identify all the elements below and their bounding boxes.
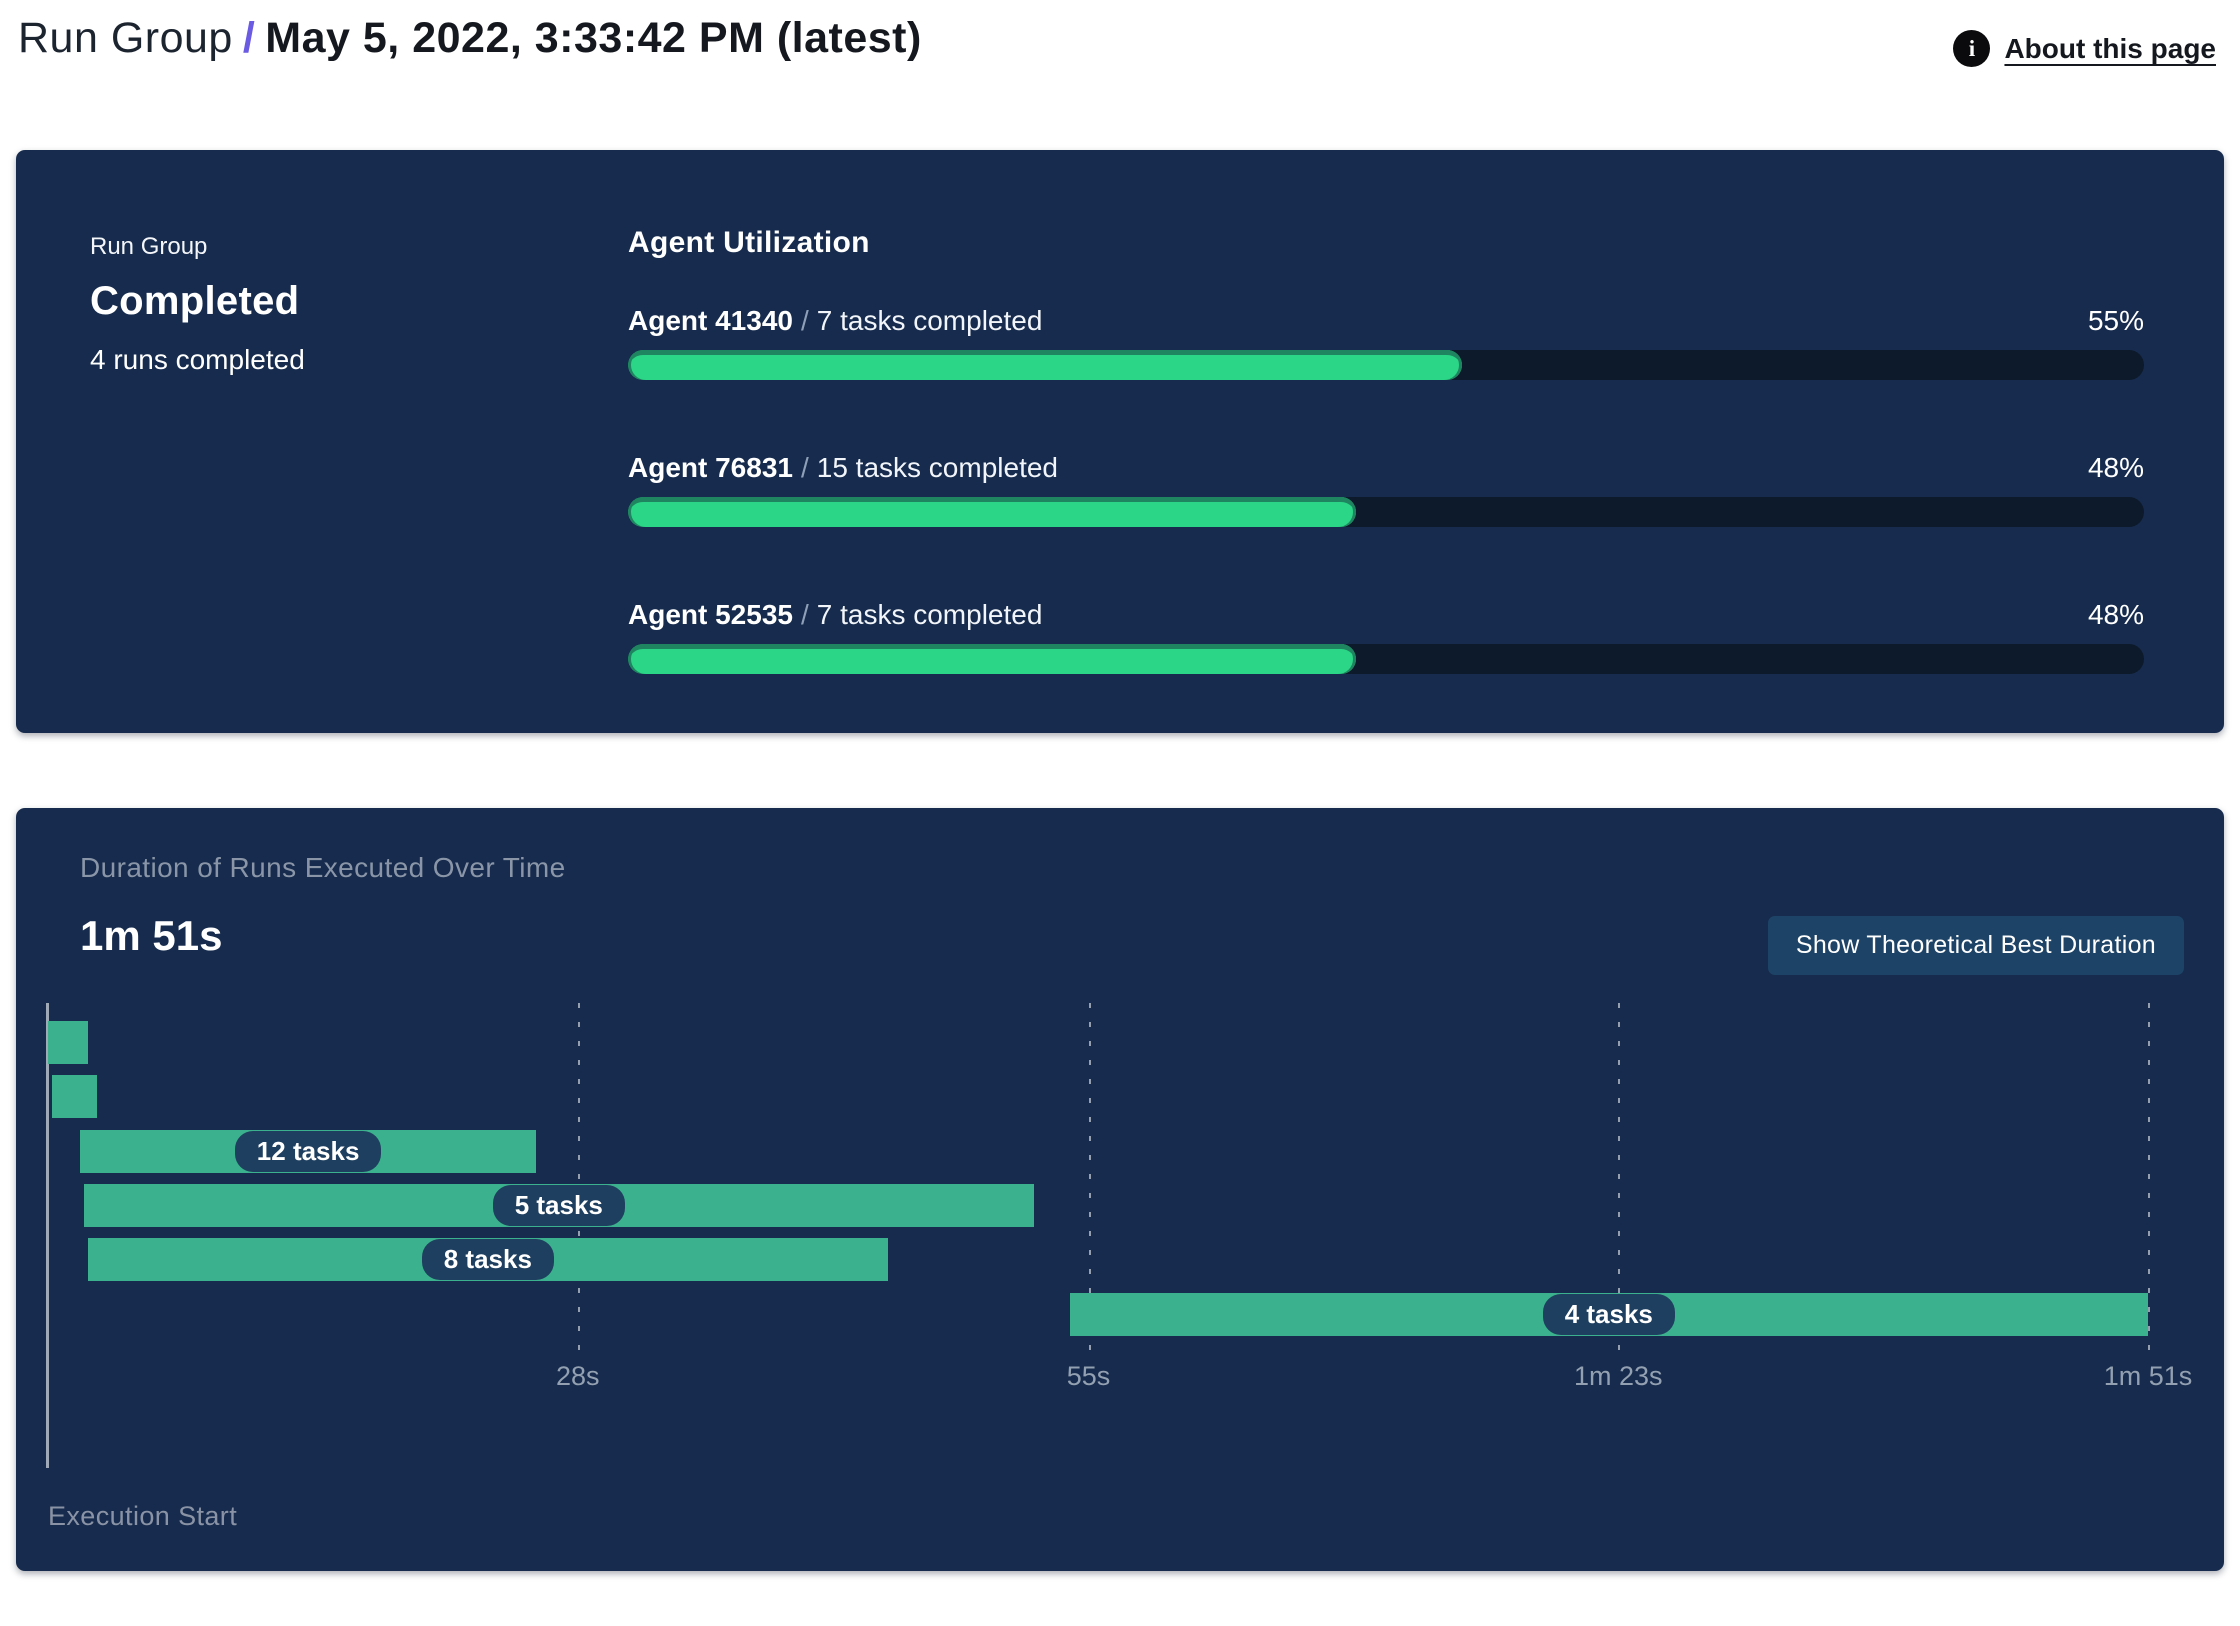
axis-tick-label: 55s [1066, 1361, 1111, 1391]
agent-utilization-heading: Agent Utilization [628, 226, 870, 259]
gantt-bar-label: 5 tasks [492, 1184, 625, 1226]
agent-row-labels: Agent 41340/7 tasks completed 55% [628, 304, 2144, 338]
show-theoretical-best-duration-button[interactable]: Show Theoretical Best Duration [1767, 916, 2184, 975]
gantt-bar[interactable] [51, 1075, 98, 1119]
utilization-bar-track [628, 497, 2144, 527]
agent-label: Agent 52535/7 tasks completed [628, 598, 1042, 632]
total-duration: 1m 51s [80, 912, 223, 959]
utilization-bar-fill [628, 350, 1462, 380]
duration-chart-panel: Duration of Runs Executed Over Time 1m 5… [16, 808, 2224, 1571]
gantt-bar-label: 4 tasks [1542, 1293, 1675, 1335]
axis-tick-label: 1m 51s [2103, 1361, 2193, 1391]
gantt-bar[interactable] [48, 1021, 88, 1064]
info-icon: i [1953, 30, 1991, 67]
gantt-bar[interactable]: 4 tasks [1069, 1292, 2148, 1336]
gantt-bar[interactable]: 12 tasks [80, 1129, 537, 1173]
gridline [1618, 1003, 1621, 1355]
agent-utilization-percent: 48% [2087, 452, 2144, 483]
utilization-bar-track [628, 350, 2144, 380]
utilization-bar-track [628, 644, 2144, 674]
agent-label-separator: / [800, 599, 809, 630]
page-title: Run Group / May 5, 2022, 3:33:42 PM (lates… [18, 14, 922, 63]
axis-tick-label: 1m 23s [1573, 1361, 1663, 1391]
gantt-bar[interactable]: 5 tasks [83, 1183, 1034, 1227]
runs-completed-count: 4 runs completed [90, 344, 305, 375]
about-this-page-link[interactable]: i About this page [1953, 30, 2216, 67]
chart-title: Duration of Runs Executed Over Time [80, 852, 566, 883]
agent-label: Agent 76831/15 tasks completed [628, 451, 1058, 485]
agent-tasks-completed: 7 tasks completed [816, 599, 1043, 630]
about-link-label: About this page [2004, 32, 2216, 64]
agent-row: Agent 41340/7 tasks completed 55% [628, 304, 2144, 380]
agent-utilization-percent: 55% [2087, 305, 2144, 336]
agent-name: Agent 76831 [628, 452, 793, 483]
agent-name: Agent 52535 [628, 599, 793, 630]
agent-label-separator: / [800, 452, 809, 483]
utilization-bar-fill [628, 644, 1356, 674]
gridline [577, 1003, 580, 1355]
execution-start-axis-line [46, 1003, 49, 1468]
page-header: Run Group / May 5, 2022, 3:33:42 PM (lates… [0, 0, 2240, 150]
summary-label: Run Group [90, 233, 208, 260]
run-group-summary-panel: Run Group Completed 4 runs completed Age… [16, 150, 2224, 733]
utilization-bar-fill [628, 497, 1356, 527]
agent-row: Agent 76831/15 tasks completed 48% [628, 451, 2144, 527]
breadcrumb-separator: / [242, 14, 256, 62]
agent-row: Agent 52535/7 tasks completed 48% [628, 598, 2144, 674]
agent-utilization-percent: 48% [2087, 599, 2144, 630]
agent-tasks-completed: 7 tasks completed [816, 305, 1043, 336]
axis-tick-label: 28s [555, 1361, 600, 1391]
agent-tasks-completed: 15 tasks completed [816, 452, 1058, 483]
agent-row-labels: Agent 76831/15 tasks completed 48% [628, 451, 2144, 485]
gantt-bar[interactable]: 8 tasks [87, 1238, 888, 1282]
execution-start-label: Execution Start [48, 1501, 238, 1531]
gridline [2148, 1003, 2150, 1355]
run-group-summary: Run Group Completed 4 runs completed [16, 150, 628, 733]
agent-utilization-section: Agent Utilization Agent 41340/7 tasks co… [628, 150, 2224, 733]
gantt-bar-label: 8 tasks [421, 1239, 554, 1281]
gantt-plot: Execution Start 28s 55s 1m 23s 1m 51s 12 tas… [46, 1003, 2192, 1543]
gantt-bar-label: 12 tasks [234, 1130, 382, 1172]
agent-label: Agent 41340/7 tasks completed [628, 304, 1042, 338]
page-title-date: May 5, 2022, 3:33:42 PM (latest) [265, 14, 922, 62]
agent-row-labels: Agent 52535/7 tasks completed 48% [628, 598, 2144, 632]
breadcrumb-run-group: Run Group [18, 14, 233, 62]
run-group-status: Completed [90, 279, 300, 323]
agent-name: Agent 41340 [628, 305, 793, 336]
gridline [1088, 1003, 1091, 1355]
agent-label-separator: / [800, 305, 809, 336]
